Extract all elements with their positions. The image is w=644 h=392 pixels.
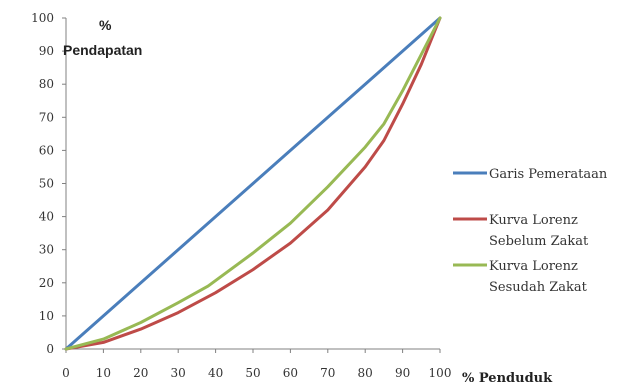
- legend-label-1: Garis Pemerataan: [489, 167, 608, 182]
- y-tick-label: 0: [46, 342, 54, 356]
- x-tick-label: 80: [358, 366, 373, 380]
- x-tick-label: 40: [208, 366, 223, 380]
- y-tick-label: 90: [39, 44, 54, 58]
- y-tick-label: 80: [39, 77, 54, 91]
- y-tick-label: 100: [31, 11, 54, 25]
- legend-label-3: Kurva Lorenz: [489, 259, 578, 274]
- y-tick-label: 70: [39, 110, 54, 124]
- series-layer: [64, 16, 442, 351]
- legend-label-2: Kurva Lorenz: [489, 213, 578, 228]
- x-axis-title: % Penduduk: [462, 371, 553, 386]
- y-tick-label: 20: [39, 276, 54, 290]
- legend-label-2: Sebelum Zakat: [489, 234, 589, 249]
- x-tick-label: 50: [245, 366, 260, 380]
- x-ticks: 0 10 20 30 40 50 60 70 80 90 100: [62, 349, 451, 380]
- series-line-1: [64, 16, 442, 351]
- series-line-2: [64, 16, 442, 351]
- x-tick-label: 100: [429, 366, 452, 380]
- series-line-3: [64, 16, 442, 351]
- x-tick-label: 70: [320, 366, 335, 380]
- y-axis-title-line2: Pendapatan: [63, 42, 142, 58]
- y-tick-label: 10: [39, 309, 54, 323]
- x-tick-label: 30: [171, 366, 186, 380]
- y-tick-label: 50: [39, 177, 54, 191]
- y-tick-label: 30: [39, 243, 54, 257]
- x-tick-label: 0: [62, 366, 70, 380]
- y-axis-title-line1: %: [99, 17, 112, 33]
- x-tick-label: 90: [395, 366, 410, 380]
- y-tick-label: 40: [39, 210, 54, 224]
- x-tick-label: 10: [96, 366, 111, 380]
- legend: Garis Pemerataan Kurva Lorenz Sebelum Zaka…: [453, 167, 608, 295]
- y-tick-label: 60: [39, 143, 54, 157]
- axis-titles: % Pendapatan % Penduduk: [63, 17, 553, 386]
- x-tick-label: 20: [133, 366, 148, 380]
- x-tick-label: 60: [283, 366, 298, 380]
- legend-label-3: Sesudah Zakat: [489, 280, 588, 295]
- y-ticks: 0 10 20 30 40 50 60 70 80 90 100: [31, 11, 66, 356]
